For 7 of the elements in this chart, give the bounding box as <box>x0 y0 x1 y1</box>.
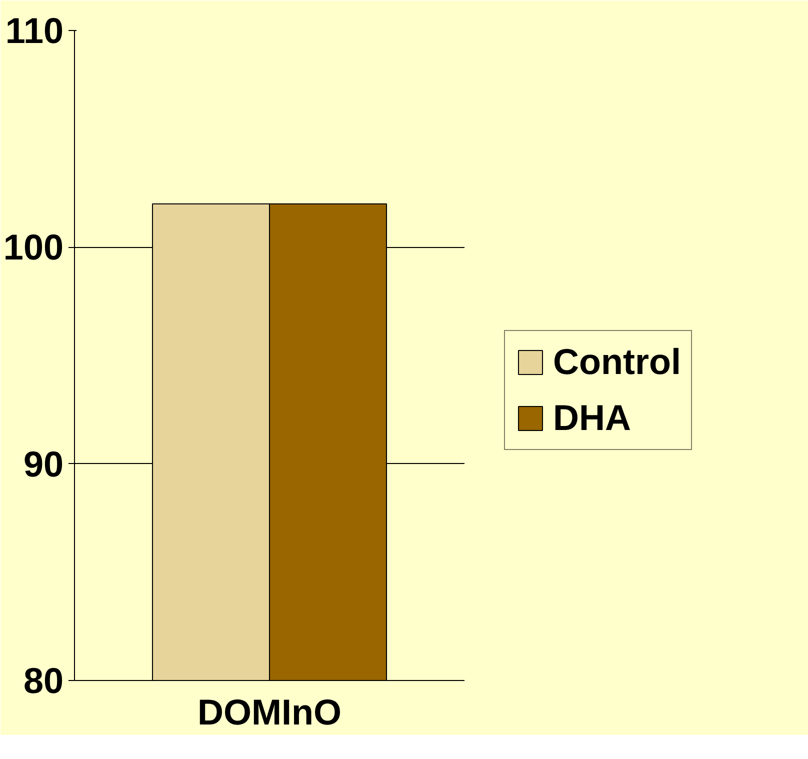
legend-label: DHA <box>553 397 631 439</box>
y-tick-label: 90 <box>23 443 64 484</box>
y-tick-label: 110 <box>5 10 64 51</box>
y-tick-label: 80 <box>23 660 64 701</box>
y-tick-label: 100 <box>3 226 64 268</box>
x-tick-label: DOMInO <box>198 692 342 732</box>
legend-label: Control <box>553 341 681 383</box>
